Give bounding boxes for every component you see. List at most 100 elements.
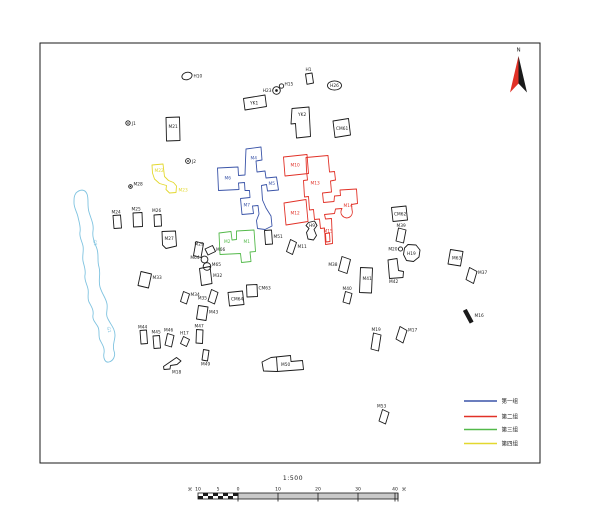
feature-label-J2: J2 xyxy=(191,159,196,165)
feature-label-M43: M43 xyxy=(209,310,218,316)
scale-bar-tooth xyxy=(208,496,213,499)
feature-H19 xyxy=(403,244,421,262)
feature-M50 xyxy=(261,355,304,372)
feature-label-H17: H17 xyxy=(180,331,189,337)
feature-M64 xyxy=(200,255,209,264)
feature-label-M18: M18 xyxy=(172,370,181,376)
feature-J2 xyxy=(185,158,191,164)
feature-YK2 xyxy=(290,106,311,139)
feature-label-G1-ditch: G1 xyxy=(91,239,98,246)
feature-M28-dot xyxy=(129,185,132,188)
feature-H1 xyxy=(305,72,314,85)
feature-label-M34: M34 xyxy=(191,292,200,298)
feature-label-group1-M4-M5-M6-M7: M4 xyxy=(251,156,258,162)
feature-M37 xyxy=(465,267,478,284)
feature-M46 xyxy=(164,333,175,348)
feature-label-CM63: CM63 xyxy=(259,286,271,292)
feature-label-YK2: YK2 xyxy=(297,112,306,118)
feature-M32 xyxy=(199,266,213,286)
feature-label-M32: M32 xyxy=(213,273,222,279)
feature-H9 xyxy=(305,220,318,241)
feature-M47 xyxy=(195,329,204,344)
feature-M49 xyxy=(201,349,210,362)
feature-label-M17: M17 xyxy=(408,328,417,334)
feature-M42 xyxy=(387,258,404,279)
scale-bar-tooth xyxy=(203,493,208,496)
feature-label-M65: M65 xyxy=(212,262,221,268)
feature-M19 xyxy=(370,332,382,352)
feature-M18 xyxy=(163,357,182,370)
feature-label-M20: M20 xyxy=(388,247,397,253)
feature-label-M11: M11 xyxy=(298,244,307,250)
feature-M65 xyxy=(202,262,212,271)
feature-M45 xyxy=(152,335,161,349)
feature-label-group3-M1-M2: M2 xyxy=(224,239,231,245)
feature-label-M25: M25 xyxy=(132,207,141,213)
scale-unit-label: 米 xyxy=(402,486,407,493)
feature-label-group2-M13-M14-M15: M13 xyxy=(311,181,320,187)
feature-label-H23: H23 xyxy=(263,88,272,94)
north-arrow-right-half xyxy=(518,56,527,93)
feature-group2-M13-M14-M15 xyxy=(303,155,358,245)
feature-label-H19: H19 xyxy=(407,251,416,257)
scale-tick-label: 5 xyxy=(217,487,220,493)
feature-label-H10: H10 xyxy=(194,74,203,80)
feature-M66 xyxy=(204,245,216,256)
feature-group2-M15-inner xyxy=(325,232,331,243)
feature-label-M16: M16 xyxy=(475,313,484,319)
feature-label-M29: M29 xyxy=(195,242,204,248)
feature-label-M45: M45 xyxy=(152,330,161,336)
feature-label-M41: M41 xyxy=(363,276,372,282)
feature-label-J1: J1 xyxy=(131,121,136,127)
feature-label-M44: M44 xyxy=(138,325,147,331)
scale-bar-tooth xyxy=(223,493,228,496)
feature-H15 xyxy=(278,83,285,89)
feature-M16 xyxy=(463,309,474,324)
feature-label-H9: H9 xyxy=(309,223,315,229)
feature-J1-dot xyxy=(127,122,129,124)
feature-label-M38: M38 xyxy=(328,262,337,268)
feature-H10 xyxy=(181,71,193,81)
feature-M41 xyxy=(359,267,373,294)
feature-CM61 xyxy=(332,118,351,138)
feature-CM62 xyxy=(391,205,408,222)
feature-M28 xyxy=(128,184,133,189)
feature-label-group4-M22-M23-1: M23 xyxy=(179,188,188,194)
feature-label-M46: M46 xyxy=(164,328,173,334)
feature-label-M33: M33 xyxy=(153,275,162,281)
feature-M35 xyxy=(207,289,219,305)
feature-group2-M10 xyxy=(283,154,309,177)
feature-label-CM61: CM61 xyxy=(336,126,348,132)
scale-tick-label: 40 xyxy=(392,487,398,493)
legend-label-1: 第一组 xyxy=(502,397,519,405)
feature-H17 xyxy=(180,336,190,347)
scale-tick-label: 10 xyxy=(195,487,201,493)
feature-group2-M12 xyxy=(283,199,309,226)
feature-label-M37: M37 xyxy=(478,270,487,276)
legend-label-4: 第四组 xyxy=(502,440,519,448)
legend-label-2: 第二组 xyxy=(502,413,519,421)
feature-M29 xyxy=(193,241,204,258)
feature-M39 xyxy=(395,227,407,244)
feature-M53 xyxy=(378,409,390,425)
feature-label-M35: M35 xyxy=(198,296,207,302)
scale-bar-tooth xyxy=(233,493,238,496)
feature-label-M51: M51 xyxy=(274,234,283,240)
feature-label-M27: M27 xyxy=(165,236,174,242)
feature-label-group1-M4-M5-M6-M7-3: M7 xyxy=(244,203,251,209)
feature-H23-dot xyxy=(275,89,278,92)
scale-unit-label: 米 xyxy=(188,486,193,493)
feature-label-M49: M49 xyxy=(201,362,210,368)
feature-label-M28: M28 xyxy=(134,182,143,188)
feature-M43 xyxy=(196,305,209,321)
feature-label-M39: M39 xyxy=(397,223,406,229)
feature-M50-divider xyxy=(276,356,278,372)
scale-bar-tooth xyxy=(213,493,218,496)
feature-label-H26: H26 xyxy=(330,83,339,89)
feature-label-group2-M12: M12 xyxy=(291,211,300,217)
feature-M25 xyxy=(132,212,143,228)
feature-label-group1-M4-M5-M6-M7-1: M6 xyxy=(225,176,232,182)
feature-group4-M22-M23 xyxy=(151,163,177,194)
